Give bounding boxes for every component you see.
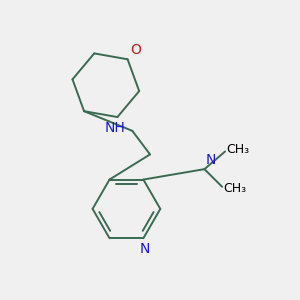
Text: N: N	[140, 242, 150, 256]
Text: NH: NH	[104, 121, 125, 135]
Text: CH₃: CH₃	[224, 182, 247, 195]
Text: CH₃: CH₃	[226, 143, 250, 157]
Text: N: N	[206, 153, 216, 167]
Text: O: O	[130, 43, 141, 57]
